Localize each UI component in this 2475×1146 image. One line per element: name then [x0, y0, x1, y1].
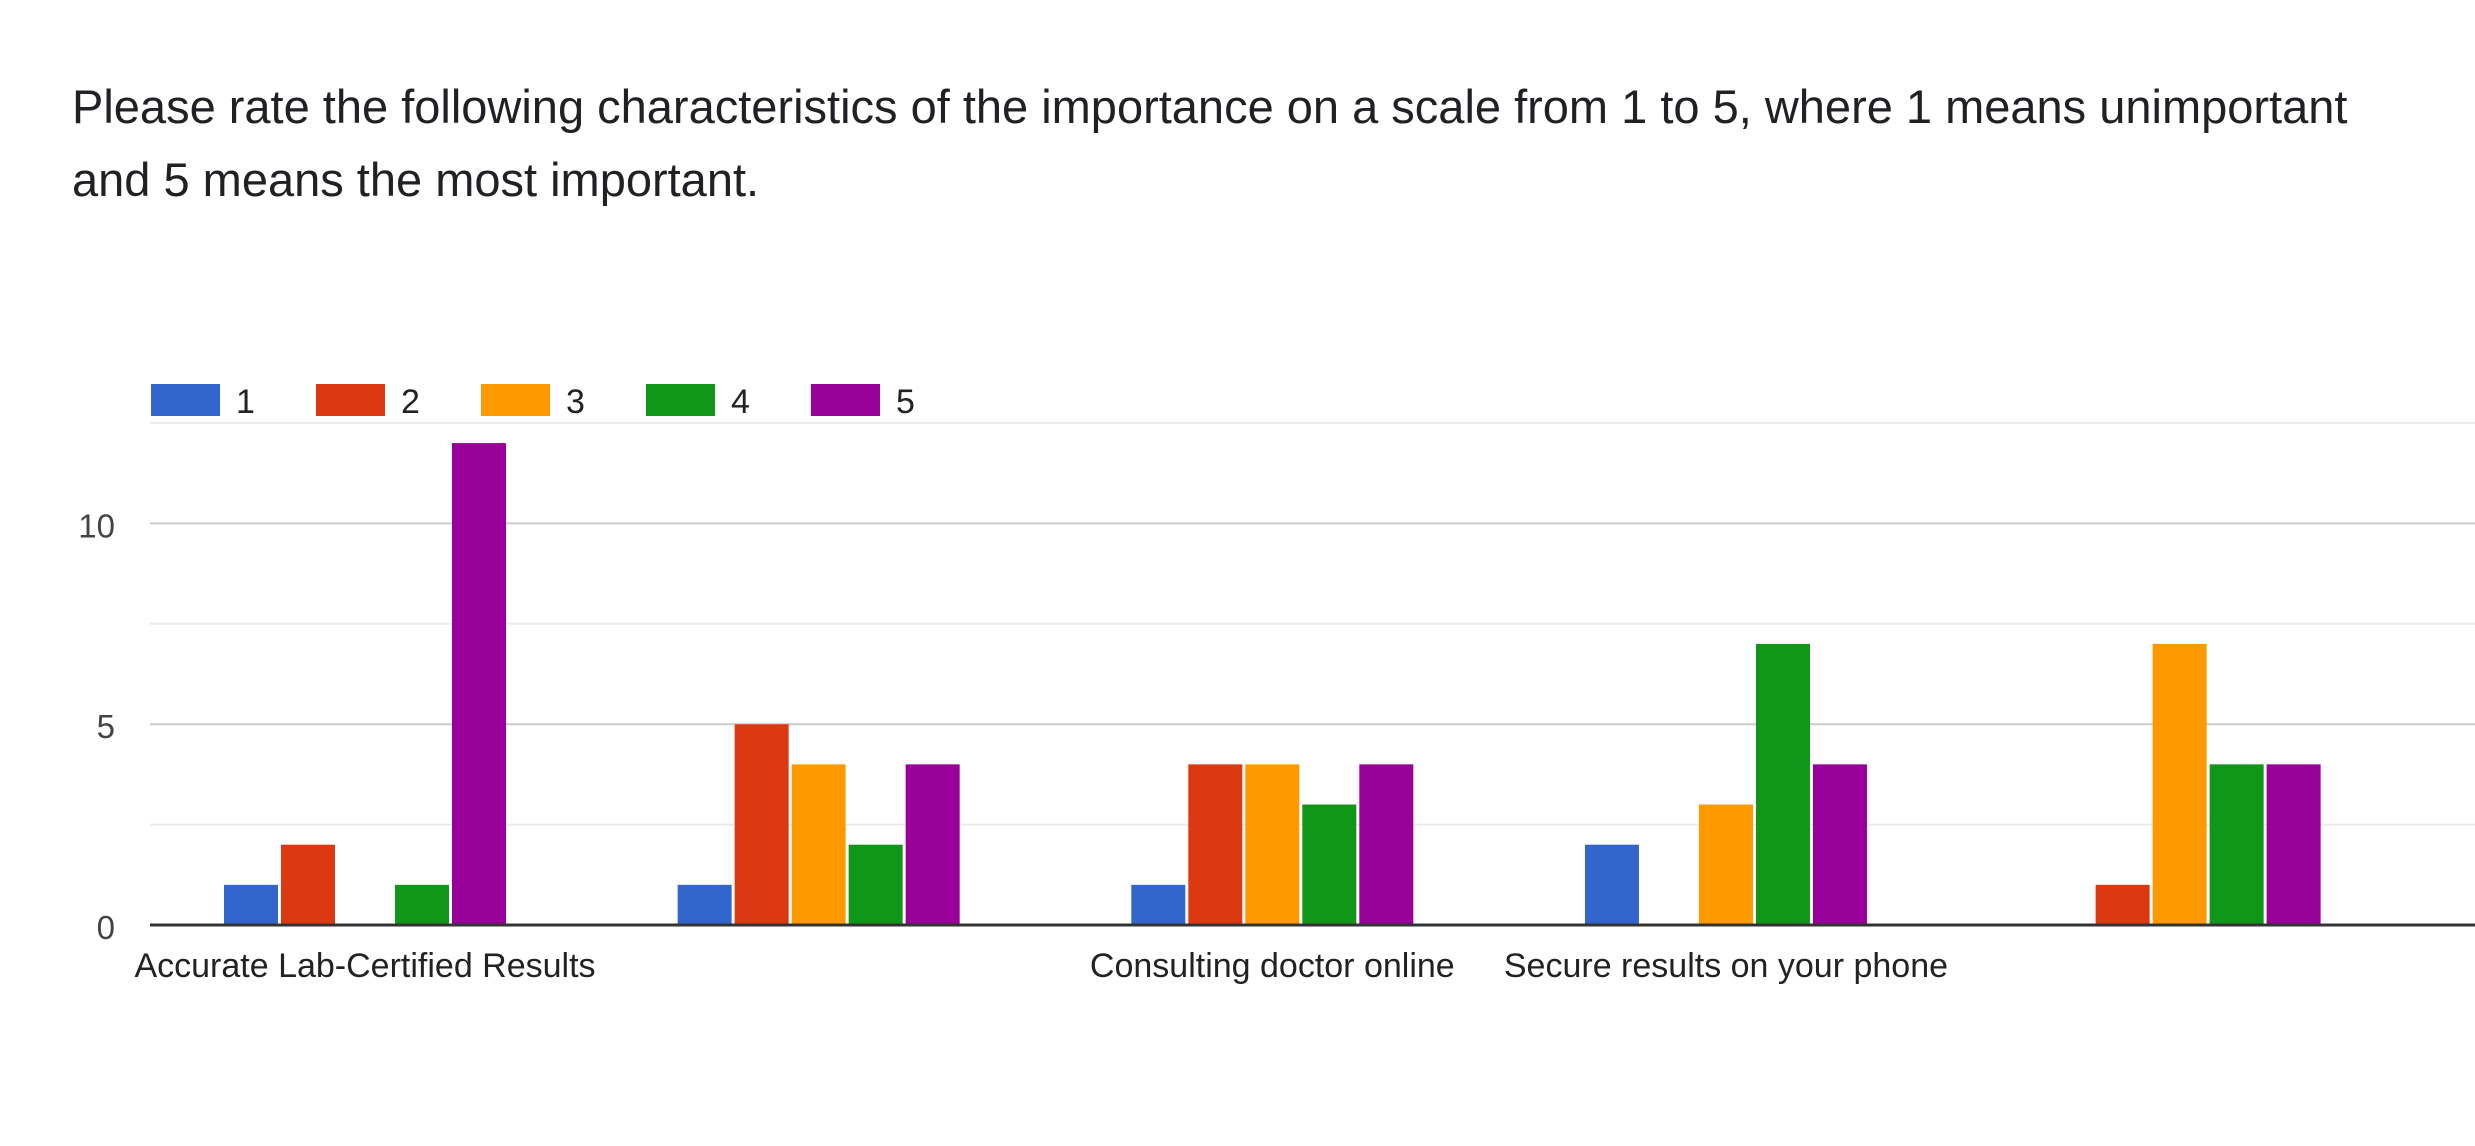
bar-series-2-cat-3[interactable] [1188, 764, 1243, 925]
bar-series-2-cat-1[interactable] [281, 844, 335, 925]
bars [224, 443, 2321, 925]
legend-label-4[interactable]: 4 [731, 383, 750, 421]
bar-series-4-cat-4[interactable] [1755, 643, 1810, 925]
bar-series-1-cat-4[interactable] [1584, 844, 1639, 925]
bar-series-5-cat-5[interactable] [2266, 764, 2321, 925]
legend-swatch-1[interactable] [151, 384, 220, 416]
bar-series-5-cat-3[interactable] [1359, 764, 1414, 925]
bar-series-5-cat-1[interactable] [452, 443, 506, 925]
bar-series-4-cat-5[interactable] [2209, 764, 2264, 925]
bar-series-4-cat-3[interactable] [1302, 804, 1357, 925]
bar-series-4-cat-2[interactable] [848, 844, 903, 925]
y-tick-label: 0 [97, 909, 115, 946]
legend-swatch-2[interactable] [316, 384, 385, 416]
y-tick-label: 10 [78, 507, 115, 544]
x-category-label: Secure results on your phone [1504, 947, 1948, 985]
bar-series-5-cat-4[interactable] [1812, 764, 1867, 925]
bar-series-2-cat-5[interactable] [2095, 884, 2150, 925]
bar-series-1-cat-1[interactable] [224, 884, 278, 925]
bar-series-3-cat-5[interactable] [2152, 643, 2207, 925]
legend-label-2[interactable]: 2 [401, 383, 420, 421]
legend-swatch-3[interactable] [481, 384, 550, 416]
x-category-label: Consulting doctor online [1090, 947, 1455, 985]
bar-series-3-cat-3[interactable] [1245, 764, 1300, 925]
axes: 0 5 10 Accurate Lab-Certified Results Consul… [78, 507, 2475, 985]
legend-swatch-5[interactable] [811, 384, 880, 416]
y-tick-label: 5 [97, 708, 115, 745]
bar-series-5-cat-2[interactable] [905, 764, 960, 925]
legend-label-3[interactable]: 3 [566, 383, 585, 421]
legend-swatch-4[interactable] [646, 384, 715, 416]
bar-series-3-cat-4[interactable] [1698, 804, 1753, 925]
bar-series-1-cat-2[interactable] [677, 884, 732, 925]
bar-series-2-cat-2[interactable] [734, 724, 789, 925]
legend: 1 2 3 4 5 [151, 383, 915, 421]
legend-label-5[interactable]: 5 [896, 383, 915, 421]
legend-label-1[interactable]: 1 [236, 383, 255, 421]
bar-series-4-cat-1[interactable] [395, 884, 449, 925]
bar-series-1-cat-3[interactable] [1131, 884, 1186, 925]
x-category-label: Accurate Lab-Certified Results [134, 947, 595, 985]
question-title: Please rate the following characteristic… [72, 80, 2348, 206]
bar-series-3-cat-2[interactable] [791, 764, 846, 925]
